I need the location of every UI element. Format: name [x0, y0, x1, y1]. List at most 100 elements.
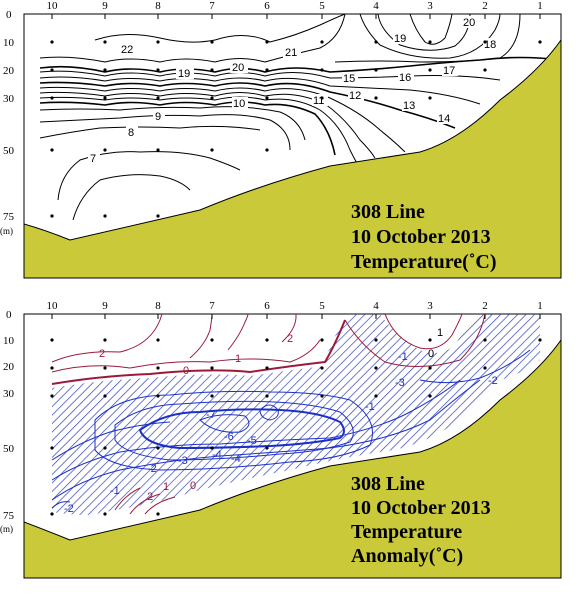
title-line: 10 October 2013 [351, 226, 491, 248]
sample-point [428, 40, 432, 44]
contour-label: -4 [231, 453, 241, 465]
contour-label: -1 [110, 485, 120, 497]
sample-point [320, 338, 324, 342]
sample-point [210, 96, 214, 100]
sample-point [265, 366, 269, 370]
contour-label: 20 [232, 62, 244, 74]
sample-point [320, 96, 324, 100]
top-seabed [24, 39, 561, 278]
top-station-axis: 10 9 8 7 6 5 4 3 2 1 [47, 0, 543, 19]
sample-point [156, 68, 160, 72]
contour-label: 2 [99, 348, 105, 360]
negative-contours [51, 349, 531, 509]
title-line: Temperature [351, 521, 462, 543]
title-line: 308 Line [351, 201, 425, 223]
sample-point [538, 40, 542, 44]
contour-label: 12 [349, 90, 361, 102]
sample-point [156, 366, 160, 370]
sample-point [483, 68, 487, 72]
contour-label: 20 [463, 17, 475, 29]
depth-tick: 75 [3, 211, 15, 223]
sample-point [103, 96, 107, 100]
sample-point [103, 366, 107, 370]
station-label: 7 [209, 300, 215, 312]
contour-label: 0 [190, 480, 196, 492]
sample-point [265, 394, 269, 398]
contour-label: 19 [178, 68, 190, 80]
depth-tick: 0 [6, 9, 12, 21]
bottom-panel: 2 1 0 2 1 0 -1 -2 -3 -4 -5 -6 -7 -2 -3 -… [0, 300, 562, 579]
contour-label: 0 [183, 365, 189, 377]
sample-point [428, 96, 432, 100]
station-label: 3 [427, 0, 433, 12]
contour-label: -3 [395, 377, 405, 389]
depth-unit: (m) [0, 524, 13, 534]
sample-point [103, 512, 107, 516]
sample-point [103, 338, 107, 342]
contour-label: 21 [285, 47, 297, 59]
sample-point [156, 394, 160, 398]
contour-label: 14 [438, 113, 450, 125]
sample-point [374, 394, 378, 398]
contour-label: 8 [128, 127, 134, 139]
depth-tick: 50 [3, 443, 15, 455]
bottom-contour-labels: 2 1 0 2 1 0 -1 -2 -3 -4 -5 -6 -7 -2 -3 -… [64, 327, 498, 515]
station-label: 9 [102, 0, 108, 12]
depth-tick: 50 [3, 145, 15, 157]
station-label: 6 [264, 0, 270, 12]
station-label: 4 [373, 300, 379, 312]
contour-label: 22 [121, 44, 133, 56]
sample-point [103, 40, 107, 44]
sample-point [156, 512, 160, 516]
sample-point [374, 96, 378, 100]
sample-point [538, 338, 542, 342]
contour-label: 2 [147, 491, 153, 503]
depth-tick: 20 [3, 361, 15, 373]
top-contour-labels: 22 21 20 19 18 17 16 15 14 13 12 11 10 9… [88, 16, 499, 165]
bottom-depth-axis: 0 10 20 30 50 75 (m) [0, 309, 15, 534]
contour-label: -2 [64, 503, 74, 515]
negative-anomaly-hatch [52, 314, 540, 515]
sample-point [210, 338, 214, 342]
station-label: 9 [102, 300, 108, 312]
sample-point [50, 148, 54, 152]
contour-label: -5 [247, 435, 257, 447]
station-label: 2 [482, 0, 488, 12]
bottom-seabed [24, 339, 561, 578]
contour-label: 9 [155, 111, 161, 123]
sample-point [50, 512, 54, 516]
sample-point [483, 366, 487, 370]
zero-contour [344, 314, 486, 368]
contour-label: -7 [206, 409, 216, 421]
positive-contours [51, 314, 463, 515]
sample-point [50, 446, 54, 450]
title-line: 308 Line [351, 473, 425, 495]
depth-tick: 10 [3, 37, 15, 49]
sample-point [156, 214, 160, 218]
top-depth-axis: 0 10 20 30 50 75 (m) [0, 9, 15, 236]
sample-point [50, 338, 54, 342]
sample-point [265, 148, 269, 152]
sample-point [320, 68, 324, 72]
sample-point [103, 214, 107, 218]
contour-label: 1 [235, 353, 241, 365]
depth-tick: 10 [3, 335, 15, 347]
sample-point [428, 394, 432, 398]
title-line: Temperature(˚C) [351, 251, 497, 273]
contour-label: 0 [428, 348, 434, 360]
sample-point [156, 446, 160, 450]
depth-tick: 75 [3, 510, 15, 522]
sample-point [374, 338, 378, 342]
sample-point [374, 68, 378, 72]
sample-point [156, 40, 160, 44]
depth-tick: 20 [3, 65, 15, 77]
station-label: 6 [264, 300, 270, 312]
sample-point [156, 96, 160, 100]
contour-label: 13 [403, 100, 415, 112]
contour-label: 18 [484, 39, 496, 51]
contour-label: -2 [147, 463, 157, 475]
contour-label: -1 [365, 401, 375, 413]
sample-point [50, 96, 54, 100]
